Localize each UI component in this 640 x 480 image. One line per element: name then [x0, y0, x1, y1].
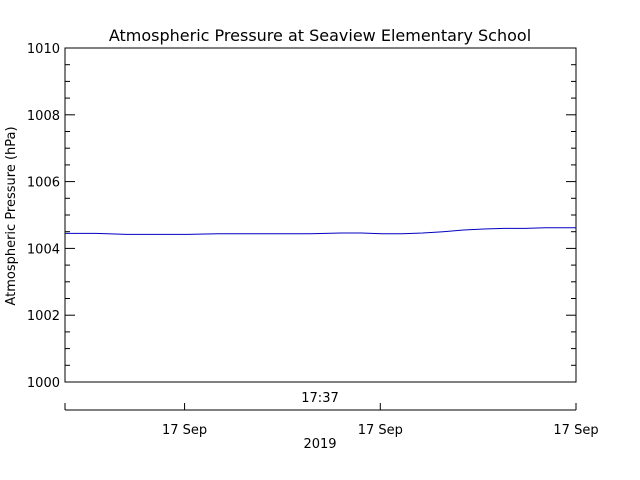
- series-group: [65, 227, 576, 235]
- x-date-tick-label: 17 Sep: [358, 423, 403, 438]
- y-tick-label: 1010: [27, 42, 60, 57]
- chart-title: Atmospheric Pressure at Seaview Elementa…: [109, 26, 531, 45]
- y-tick-label: 1006: [27, 176, 60, 191]
- x-year-label: 2019: [303, 437, 336, 452]
- y-tick-label: 1002: [27, 309, 60, 324]
- pressure-series-line: [65, 227, 576, 235]
- x-date-tick-label: 17 Sep: [162, 423, 207, 438]
- x-time-label: 17:37: [301, 391, 338, 406]
- x-date-tick-label: 17 Sep: [553, 423, 598, 438]
- y-tick-label: 1004: [27, 242, 60, 257]
- x-date-axis-ticks: 17 Sep 17 Sep 17 Sep: [64, 403, 599, 438]
- y-axis-ticks: 1000 1002 1004 1006 1008 1010: [27, 42, 576, 391]
- y-axis-label: Atmospheric Pressure (hPa): [4, 126, 19, 305]
- y-tick-label: 1008: [27, 109, 60, 124]
- plot-frame: [64, 47, 577, 383]
- y-tick-label: 1000: [27, 376, 60, 391]
